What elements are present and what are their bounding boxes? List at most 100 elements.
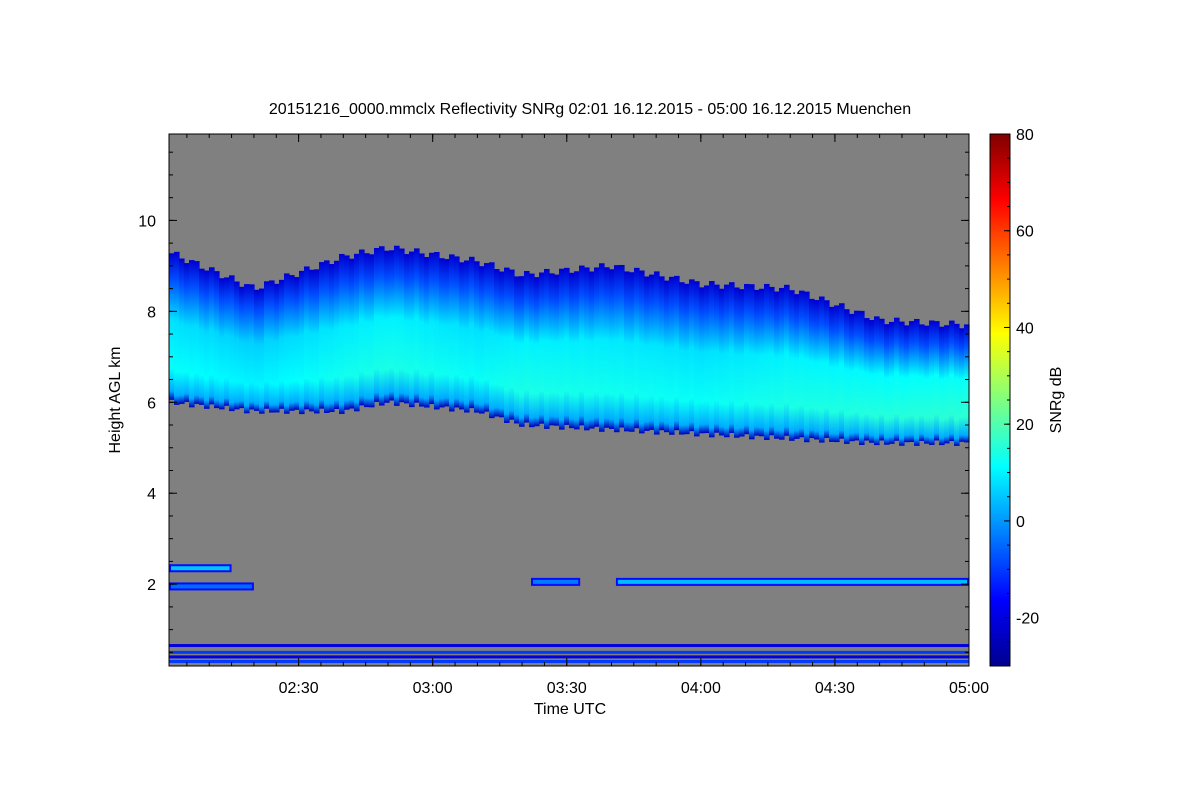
- cloud-column: [244, 284, 250, 414]
- cloud-column: [389, 250, 395, 401]
- cloud-column: [829, 306, 835, 442]
- cloud-column: [344, 255, 350, 410]
- cloud-column: [814, 300, 820, 440]
- cloud-column: [444, 259, 450, 407]
- cloud-column: [219, 278, 225, 410]
- cloud-column: [719, 288, 725, 436]
- cloud-column: [229, 275, 235, 412]
- cloud-column: [619, 264, 625, 428]
- cloud-column: [804, 291, 810, 443]
- cloud-column: [189, 260, 195, 408]
- cloud-column: [294, 277, 300, 410]
- cloud-column: [539, 272, 545, 424]
- cloud-column: [864, 318, 870, 441]
- cloud-column: [194, 261, 200, 404]
- x-tick-label: 04:30: [815, 680, 855, 697]
- y-axis: 2 4 6 8 10: [138, 151, 969, 653]
- x-tick-label: 03:30: [547, 680, 587, 697]
- plot-area: [168, 133, 970, 667]
- cloud-column: [379, 246, 385, 406]
- cloud-column: [254, 289, 260, 411]
- cloud-column: [409, 251, 415, 408]
- cloud-column: [274, 283, 280, 413]
- cloud-column: [179, 258, 185, 404]
- cloud-column: [399, 248, 405, 403]
- cloud-column: [844, 309, 850, 444]
- cloud-column: [854, 310, 860, 441]
- cloud-column: [604, 267, 610, 428]
- cloud-layer: [169, 245, 970, 446]
- cloud-column: [759, 288, 765, 437]
- ground-band: [169, 644, 969, 648]
- cloud-column: [639, 270, 645, 434]
- ground-band: [169, 659, 969, 663]
- chart-title: 20151216_0000.mmclx Reflectivity SNRg 02…: [269, 101, 911, 118]
- cloud-column: [239, 286, 245, 409]
- cloud-column: [609, 269, 615, 429]
- cloud-column: [649, 274, 655, 430]
- cloud-column: [934, 321, 940, 441]
- cloud-column: [734, 287, 740, 438]
- cloud-column: [414, 248, 420, 403]
- cloud-column: [304, 266, 310, 410]
- cloud-column: [894, 317, 900, 441]
- colorbar-ticks: -20 0 20 40 60 80: [1004, 127, 1039, 667]
- cloud-column: [769, 286, 775, 436]
- cloud-column: [549, 273, 555, 426]
- cloud-column: [944, 325, 950, 444]
- colorbar-tick-label: 80: [1016, 127, 1034, 144]
- cloud-column: [374, 248, 380, 402]
- cloud-column: [334, 260, 340, 409]
- cloud-column: [269, 280, 275, 413]
- cloud-column: [699, 287, 705, 434]
- cloud-column: [494, 269, 500, 417]
- cloud-column: [484, 263, 490, 412]
- cloud-column: [904, 325, 910, 443]
- x-axis-label: Time UTC: [534, 701, 606, 718]
- cloud-column: [364, 253, 370, 408]
- cloud-column: [319, 262, 325, 409]
- cloud-column: [299, 270, 305, 415]
- cloud-column: [184, 263, 190, 402]
- cloud-column: [899, 321, 905, 446]
- y-tick-label: 6: [147, 395, 156, 412]
- cloud-column: [574, 271, 580, 430]
- cloud-column: [634, 267, 640, 429]
- cloud-column: [724, 284, 730, 438]
- cloud-column: [474, 261, 480, 413]
- cloud-column: [624, 271, 630, 432]
- cloud-column: [779, 287, 785, 440]
- cloud-column: [819, 296, 825, 443]
- y-tick-label: 8: [147, 304, 156, 321]
- cloud-column: [429, 252, 435, 405]
- cloud-column: [889, 321, 895, 444]
- cloud-column: [594, 267, 600, 427]
- cloud-column: [419, 253, 425, 407]
- cloud-column: [559, 268, 565, 430]
- plot-frame: [168, 133, 970, 667]
- cloud-column: [729, 282, 735, 433]
- x-tick-label: 02:30: [279, 680, 319, 697]
- cloud-column: [954, 323, 960, 446]
- cloud-column: [424, 257, 430, 408]
- low-layer: [533, 579, 579, 584]
- cloud-column: [284, 273, 290, 414]
- cloud-column: [394, 245, 400, 406]
- cloud-column: [534, 277, 540, 427]
- cloud-column: [234, 281, 240, 410]
- y-tick-label: 10: [138, 213, 156, 230]
- cloud-column: [289, 275, 295, 411]
- cloud-column: [489, 262, 495, 419]
- cloud-column: [329, 264, 335, 412]
- cloud-column: [919, 324, 925, 441]
- cloud-column: [519, 276, 525, 427]
- ground-band: [169, 655, 969, 659]
- low-layers: [169, 564, 969, 591]
- colorbar-tick-label: -20: [1016, 611, 1039, 628]
- cloud-column: [739, 289, 745, 437]
- cloud-column: [784, 284, 790, 436]
- x-axis: 02:30 03:00 03:30 04:00 04:30 05:00: [186, 134, 989, 697]
- cloud-column: [564, 267, 570, 425]
- cloud-column: [664, 280, 670, 433]
